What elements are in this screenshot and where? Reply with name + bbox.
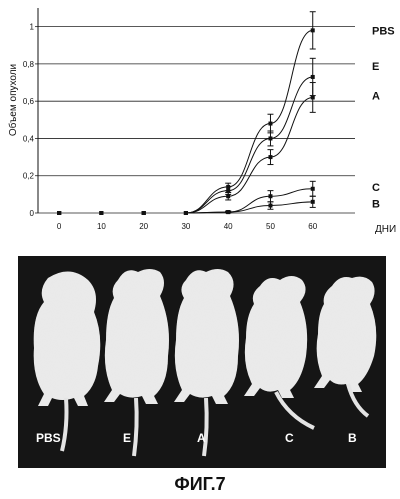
photo-label-pbs: PBS bbox=[36, 431, 61, 445]
data-point bbox=[268, 136, 272, 140]
data-point bbox=[142, 211, 146, 215]
grid-lines bbox=[35, 27, 355, 213]
photo-label-e: E bbox=[123, 431, 131, 445]
series-line bbox=[186, 77, 313, 213]
data-point bbox=[268, 122, 272, 126]
data-point bbox=[268, 204, 272, 208]
series-line bbox=[186, 189, 313, 213]
series-e: E bbox=[57, 58, 379, 215]
photo-label-b: B bbox=[348, 431, 357, 445]
data-point bbox=[311, 95, 315, 99]
series-b: B bbox=[57, 196, 380, 215]
y-tick-label: 0,8 bbox=[23, 60, 35, 69]
data-point bbox=[226, 194, 230, 198]
data-point bbox=[311, 200, 315, 204]
series-label: C bbox=[372, 182, 380, 194]
figure-caption: ФИГ.7 bbox=[0, 474, 400, 495]
y-tick-labels: 0 0,2 0,4 0,6 0,8 1 bbox=[23, 23, 35, 218]
x-tick-label: 60 bbox=[308, 222, 317, 231]
data-point bbox=[311, 75, 315, 79]
data-point bbox=[226, 210, 230, 214]
series-label: PBS bbox=[372, 25, 395, 37]
y-tick-label: 1 bbox=[30, 23, 35, 32]
series-label: B bbox=[372, 199, 380, 211]
mouse-b bbox=[314, 277, 376, 416]
series-label: E bbox=[372, 61, 379, 73]
mouse-a bbox=[174, 269, 239, 456]
y-tick-label: 0,6 bbox=[23, 97, 35, 106]
data-point bbox=[184, 211, 188, 215]
data-point bbox=[311, 28, 315, 32]
x-tick-labels: 0 10 20 30 40 50 60 bbox=[57, 222, 318, 231]
y-tick-label: 0 bbox=[30, 209, 35, 218]
data-point bbox=[99, 211, 103, 215]
x-tick-label: 10 bbox=[97, 222, 106, 231]
x-tick-label: 30 bbox=[181, 222, 190, 231]
data-point bbox=[268, 155, 272, 159]
series-label: A bbox=[372, 91, 380, 103]
x-axis-title: ДНИ bbox=[375, 224, 396, 235]
y-tick-label: 0,4 bbox=[23, 134, 35, 143]
series-pbs: PBS bbox=[57, 12, 394, 215]
data-point bbox=[57, 211, 61, 215]
series-a: A bbox=[57, 83, 380, 215]
photo-label-c: C bbox=[285, 431, 294, 445]
x-tick-label: 20 bbox=[139, 222, 148, 231]
mouse-e bbox=[104, 269, 169, 456]
tumor-volume-chart: 0 0,2 0,4 0,6 0,8 1 0 10 20 30 40 50 60 PBS E A CB Объ… bbox=[0, 0, 400, 250]
y-tick-label: 0,2 bbox=[23, 172, 35, 181]
data-point bbox=[268, 194, 272, 198]
x-tick-label: 0 bbox=[57, 222, 62, 231]
mouse-c bbox=[244, 276, 314, 428]
y-axis-title: Объем опухоли bbox=[7, 64, 19, 136]
photo-label-a: A bbox=[197, 431, 206, 445]
x-tick-label: 50 bbox=[266, 222, 275, 231]
data-point bbox=[311, 187, 315, 191]
x-tick-label: 40 bbox=[224, 222, 233, 231]
series-group: PBS E A CB bbox=[57, 12, 394, 215]
mouse-pbs bbox=[34, 271, 101, 451]
